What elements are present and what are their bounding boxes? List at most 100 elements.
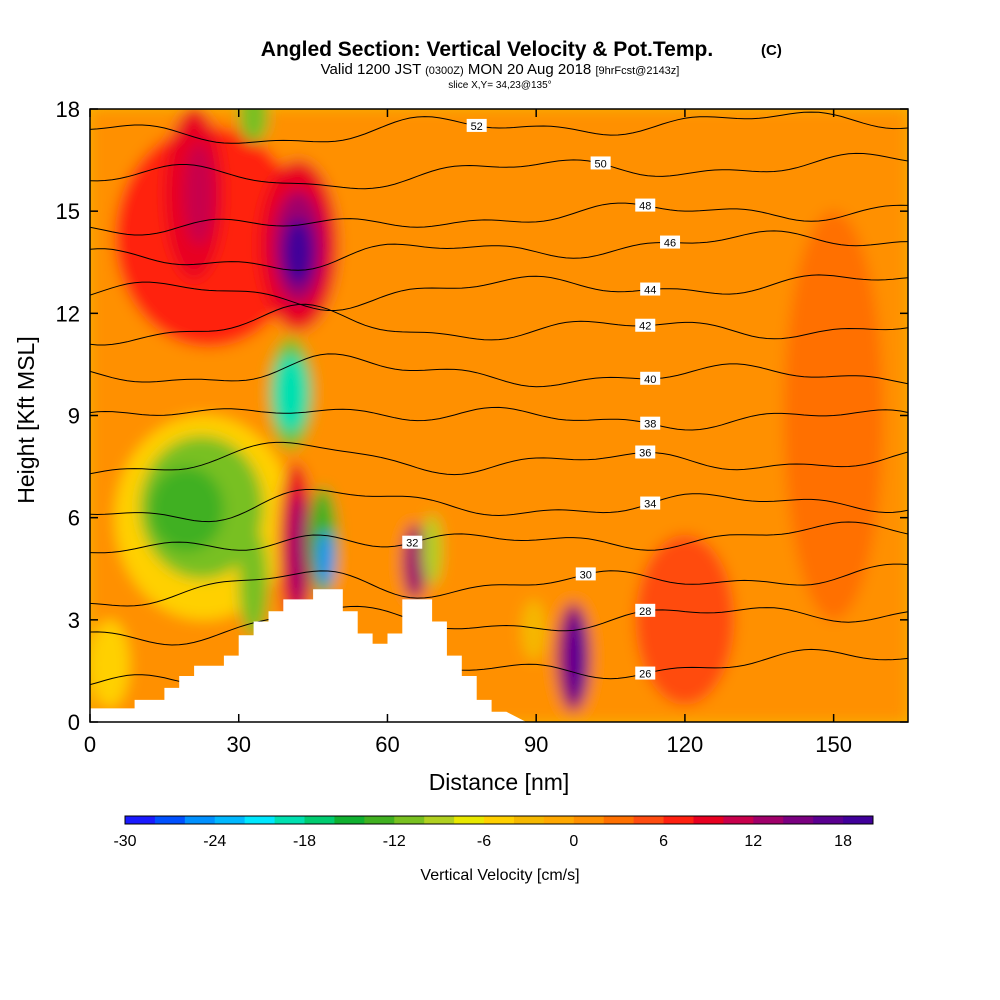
velocity-cell <box>635 534 735 705</box>
colorbar-swatch <box>573 816 605 824</box>
theta-contours: 26 28 30 32 34 36 38 40 42 44 46 48 50 52 <box>90 111 908 686</box>
colorbar: -30 -24 -18 -12 -6 0 6 12 18 <box>113 815 874 850</box>
y-tick-label: 9 <box>68 404 80 429</box>
x-tick-label: 150 <box>815 732 852 757</box>
colorbar-swatch <box>214 816 246 824</box>
contour-label-bg <box>635 318 656 332</box>
terrain <box>90 589 527 722</box>
y-tick-label: 15 <box>56 199 80 224</box>
contour-label-bg <box>640 282 661 296</box>
contour-label-bg <box>402 535 423 549</box>
theta-contour-line <box>90 489 908 523</box>
contour-label: 30 <box>580 569 592 581</box>
theta-contour-line <box>90 274 908 311</box>
velocity-blobs <box>90 109 908 722</box>
contour-label-bg <box>466 118 487 132</box>
contour-label: 26 <box>639 669 651 681</box>
colorbar-swatch <box>693 816 724 824</box>
slice-info: slice X,Y= 34,23@135° <box>448 80 551 91</box>
contour-label: 40 <box>644 374 656 386</box>
contour-label: 38 <box>644 419 656 431</box>
colorbar-tick-label: 6 <box>659 833 668 850</box>
terrain-polygon <box>90 589 527 722</box>
colorbar-tick-label: -6 <box>477 833 491 850</box>
valid-date: MON 20 Aug 2018 <box>468 61 591 78</box>
colorbar-swatch <box>783 816 814 824</box>
x-axis-label: Distance [nm] <box>429 769 570 795</box>
x-tick-label: 0 <box>84 732 96 757</box>
velocity-cell <box>318 531 333 586</box>
copyright-mark: (C) <box>761 42 782 59</box>
x-tick-label: 30 <box>226 732 250 757</box>
colorbar-swatch <box>723 816 754 824</box>
contour-label-bg <box>590 156 611 170</box>
colorbar-swatch <box>484 816 515 824</box>
velocity-cell <box>288 493 309 607</box>
y-tick-label: 18 <box>56 97 80 122</box>
x-tick-label: 90 <box>524 732 548 757</box>
velocity-cell <box>238 527 269 637</box>
contour-label: 52 <box>471 121 483 133</box>
theta-contour-line <box>90 230 908 271</box>
contour-label-bg <box>640 371 661 385</box>
y-tick-label: 12 <box>56 301 80 326</box>
x-tick-label: 120 <box>667 732 704 757</box>
contour-label: 28 <box>639 606 651 618</box>
contour-label: 32 <box>406 538 418 550</box>
theta-contour-line <box>90 303 908 346</box>
colorbar-swatch <box>394 816 425 824</box>
valid-time-line: Valid 1200 JST (0300Z) MON 20 Aug 2018 [… <box>321 61 680 78</box>
velocity-cell <box>90 619 130 709</box>
colorbar-swatch <box>813 816 844 824</box>
colorbar-swatch <box>154 816 186 824</box>
velocity-field <box>90 109 908 722</box>
velocity-cell <box>273 354 309 433</box>
contour-label: 34 <box>644 499 656 511</box>
velocity-cell <box>521 599 547 661</box>
colorbar-swatch <box>513 816 545 824</box>
contour-label-bg <box>640 496 661 510</box>
contour-label: 44 <box>644 285 656 297</box>
colorbar-swatch <box>454 816 485 824</box>
y-axis-label: Height [Kft MSL] <box>13 336 39 503</box>
theta-contour-line <box>90 406 908 431</box>
contour-label-bg <box>660 235 681 249</box>
colorbar-swatch <box>543 816 575 824</box>
velocity-cell <box>184 143 214 246</box>
theta-contour-line <box>90 202 908 236</box>
velocity-cell <box>568 613 584 702</box>
colorbar-tick-label: -24 <box>203 833 226 850</box>
contour-label-bg <box>635 198 656 212</box>
contour-label-bg <box>575 567 596 581</box>
y-tick-label: 0 <box>68 710 80 735</box>
contour-label-bg <box>635 445 656 459</box>
colorbar-swatch <box>843 816 874 824</box>
valid-prefix: Valid 1200 JST <box>321 61 421 78</box>
contour-label-bg <box>640 416 661 430</box>
colorbar-swatch <box>364 816 395 824</box>
colorbar-swatch <box>424 816 455 824</box>
theta-contour-line <box>90 441 908 476</box>
colorbar-tick-label: -18 <box>293 833 316 850</box>
colorbar-frame <box>124 815 874 825</box>
theta-contour-line <box>90 563 908 607</box>
colorbar-swatch <box>304 816 335 824</box>
contour-label: 50 <box>595 158 607 170</box>
velocity-cell <box>422 514 442 586</box>
colorbar-tick-label: 0 <box>569 833 578 850</box>
colorbar-tick-label: -12 <box>383 833 406 850</box>
colorbar-swatch <box>125 816 156 824</box>
colorbar-swatch <box>244 816 276 824</box>
contour-label: 42 <box>639 321 651 333</box>
x-tick-label: 60 <box>375 732 399 757</box>
velocity-cell <box>149 466 224 552</box>
colorbar-swatch <box>663 816 694 824</box>
contour-label: 48 <box>639 201 651 213</box>
colorbar-tick-label: 12 <box>744 833 762 850</box>
theta-contour-line <box>90 152 908 190</box>
contour-label-bg <box>635 603 656 617</box>
y-tick-label: 3 <box>68 608 80 633</box>
colorbar-tick-label: 18 <box>834 833 852 850</box>
